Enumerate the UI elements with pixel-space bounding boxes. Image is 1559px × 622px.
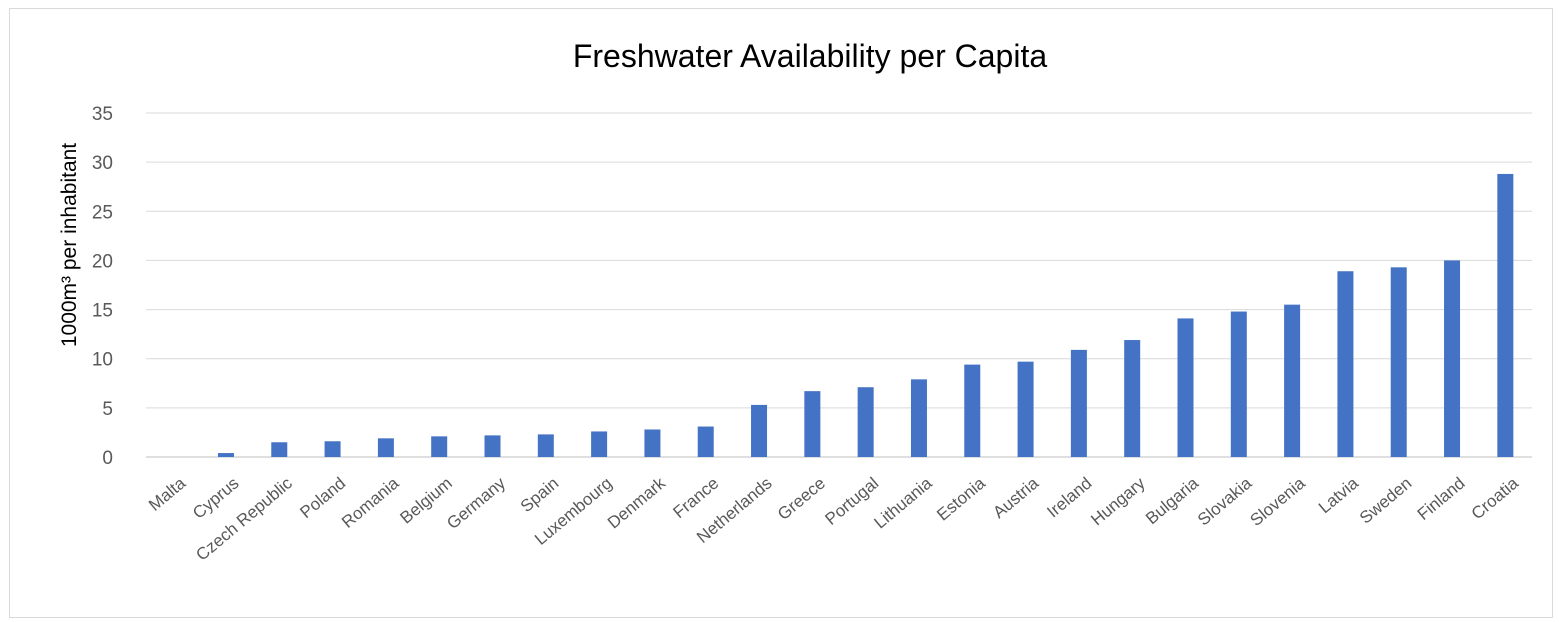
x-tick-label: Finland [1414,474,1469,524]
bar [964,364,981,457]
x-tick-label: Romania [338,473,403,532]
bar [1177,318,1194,457]
bar [324,441,341,457]
bar [1017,361,1034,457]
bar [697,426,714,457]
y-tick-label: 30 [92,153,113,174]
bar [1124,340,1141,457]
bar [751,404,768,457]
x-tick-label: Lithuania [870,473,935,532]
x-tick-label: Malta [145,473,189,515]
bar [1230,311,1247,457]
x-tick-label: Germany [443,473,509,533]
y-tick-label: 10 [92,350,113,371]
x-tick-label: Czech Republic [192,473,296,564]
bar [857,387,874,457]
bar [1070,349,1087,457]
bar [1337,271,1354,457]
bar [537,434,554,457]
bar [804,391,821,457]
bar [1497,173,1514,458]
chart-title: Freshwater Availability per Capita [572,38,1048,74]
y-tick-label: 20 [92,251,113,272]
bar [591,431,608,457]
y-tick-label: 0 [102,448,113,469]
x-tick-label: Austria [989,473,1042,522]
x-tick-label: Spain [517,474,563,517]
x-tick-label: Denmark [604,473,669,532]
bar [217,453,234,457]
y-tick-label: 25 [92,202,113,223]
x-tick-label: Slovakia [1194,473,1256,529]
bar [1390,267,1407,457]
y-tick-label: 15 [92,301,113,322]
bar [271,442,288,457]
y-tick-label: 5 [102,399,113,420]
x-tick-label: Bulgaria [1142,473,1202,528]
x-tick-label: Croatia [1468,473,1523,523]
x-tick-label: Hungary [1087,473,1149,529]
x-tick-label: Estonia [933,473,989,524]
bar [377,438,394,457]
bar [484,435,501,457]
bar [1444,260,1461,457]
x-tick-label: Latvia [1315,473,1362,517]
bar [644,429,661,457]
x-tick-label: Sweden [1356,474,1415,528]
y-tick-label: 35 [92,104,113,125]
bar [910,379,927,457]
x-tick-label: Slovenia [1247,473,1310,530]
x-tick-label: Greece [774,474,829,524]
bar [431,436,448,457]
bar [1284,304,1301,457]
